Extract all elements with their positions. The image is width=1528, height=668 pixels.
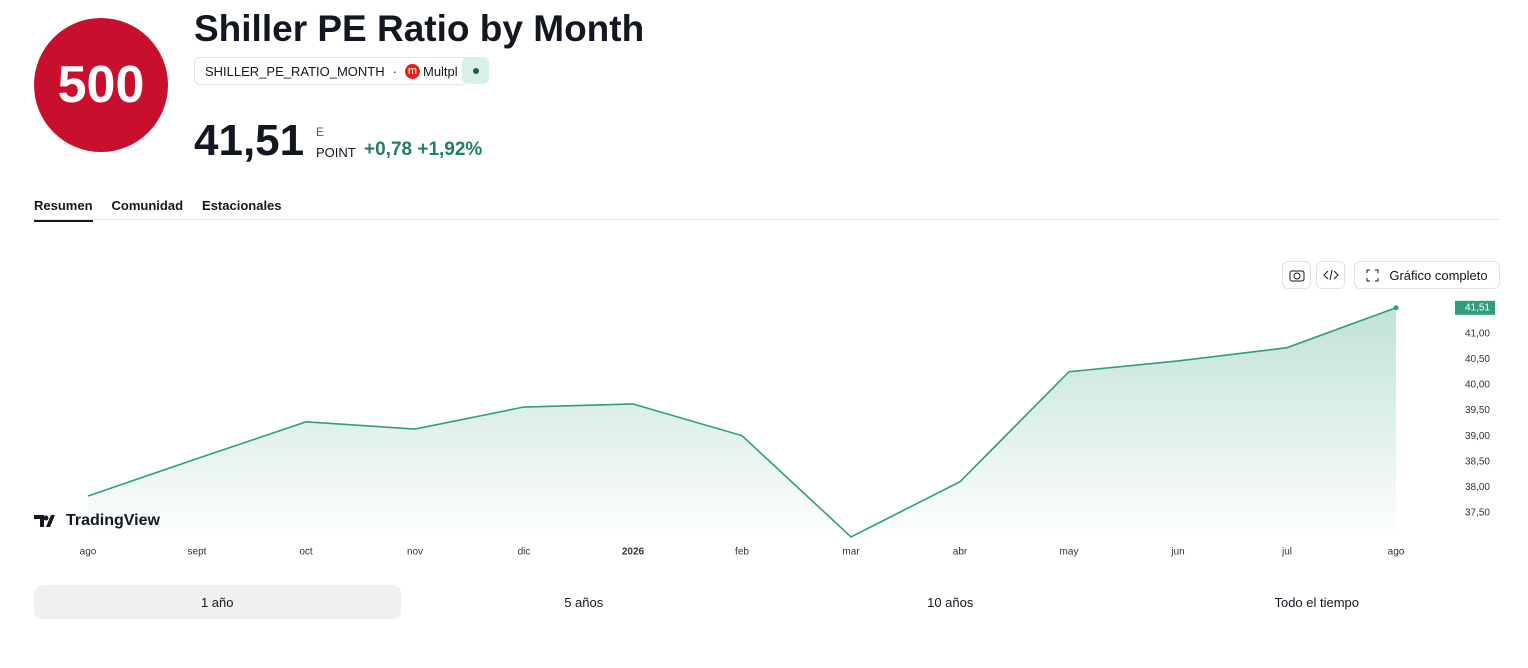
x-tick-label: feb (735, 547, 749, 558)
source-icon: m (404, 63, 420, 79)
full-chart-label: Gráfico completo (1389, 267, 1488, 283)
x-tick-label: 2026 (622, 547, 645, 558)
x-tick-label: mar (842, 547, 860, 558)
change-group: +0,78 +1,92% (364, 139, 482, 161)
x-tick-label: dic (518, 547, 531, 558)
x-tick-label: oct (299, 547, 313, 558)
tab[interactable]: Estacionales (202, 198, 282, 213)
last-point (1393, 305, 1399, 311)
x-tick-label: may (1060, 547, 1079, 558)
status-dot (472, 67, 479, 74)
line (87, 307, 1397, 538)
logo: 500 (34, 18, 168, 152)
y-tick-label: 40,00 (1465, 380, 1490, 391)
range-selector: 1 año 5 años 10 años Todo el tiempo (34, 585, 1500, 619)
watermark-icon (34, 515, 55, 527)
watermark: TradingView (34, 512, 160, 530)
tab[interactable]: Comunidad (111, 198, 184, 213)
x-tick-label: ago (80, 547, 97, 558)
range-button[interactable]: 1 año (34, 585, 401, 619)
x-tick-label: jul (1281, 547, 1292, 558)
embed-button[interactable] (1316, 261, 1345, 289)
range-button[interactable]: 5 años (564, 594, 604, 610)
x-tick-label: ago (1388, 547, 1405, 558)
y-tick-label: 41,00 (1465, 329, 1490, 340)
status (462, 57, 489, 84)
y-tick-label: 37,50 (1465, 508, 1490, 519)
y-tick-label: 38,50 (1465, 456, 1490, 467)
separator: · (392, 63, 397, 79)
price: 41,51 (194, 116, 305, 165)
tabs: Resumen Comunidad Estacionales (34, 198, 282, 222)
expand-icon (1366, 269, 1379, 281)
range-button[interactable]: 10 años (927, 594, 974, 610)
divider (34, 219, 1500, 220)
source-group: m Multpl (404, 63, 458, 79)
x-tick-label: abr (953, 547, 968, 558)
y-tick-label: 39,00 (1465, 431, 1490, 442)
last-value-label: 41,51 (1465, 302, 1490, 313)
x-tick-label: jun (1170, 547, 1184, 558)
source: Multpl (422, 63, 458, 79)
symbol: SHILLER_PE_RATIO_MONTH (205, 63, 385, 79)
y-tick-label: 38,00 (1465, 482, 1490, 493)
code-icon (1322, 269, 1339, 281)
title: Shiller PE Ratio by Month (194, 8, 645, 49)
x-tick-label: sept (188, 547, 207, 558)
symbol-chip[interactable]: SHILLER_PE_RATIO_MONTH · m Multpl (194, 57, 469, 85)
last-value-badge (1455, 300, 1495, 315)
tab[interactable]: Resumen (34, 198, 93, 222)
price-flag: E (316, 125, 325, 139)
unit: POINT (316, 145, 356, 160)
watermark-text: TradingView (66, 512, 160, 529)
camera-icon (1289, 270, 1304, 282)
range-button[interactable]: Todo el tiempo (1274, 594, 1360, 610)
change: +0,78 (364, 139, 413, 160)
area-fill (88, 307, 1396, 540)
y-tick-label: 39,50 (1465, 405, 1490, 416)
x-tick-label: nov (407, 547, 423, 558)
screenshot-button[interactable] (1282, 261, 1311, 289)
y-tick-label: 40,50 (1465, 354, 1490, 365)
change-pct: +1,92% (417, 139, 483, 160)
full-chart-button[interactable]: Gráfico completo (1354, 261, 1500, 289)
